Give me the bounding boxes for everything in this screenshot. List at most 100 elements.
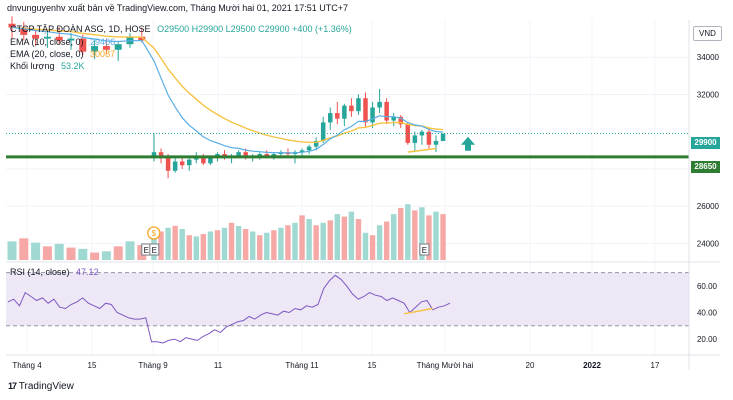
symbol-label[interactable]: CTCP TẬP ĐOÀN ASG, 1D, HOSE	[10, 24, 151, 34]
candle-body	[102, 46, 110, 50]
candle-body	[384, 101, 389, 121]
trend-line	[407, 147, 437, 153]
volume-bar	[320, 222, 326, 260]
legend-ema10-row: EMA (10, close, 0) 29406	[10, 37, 115, 47]
volume-bar	[299, 215, 305, 260]
rsi-band	[6, 272, 689, 326]
rsi-tick-label: 60.00	[697, 282, 718, 291]
volume-bar	[228, 222, 235, 260]
rsi-pane	[6, 272, 689, 344]
earnings-marker-glyph: E	[144, 246, 149, 255]
volume-bar	[433, 211, 439, 260]
candle-body	[43, 36, 51, 39]
earnings-marker-glyph: E	[152, 246, 157, 255]
rsi-tick-label: 20.00	[697, 335, 718, 344]
volume-bar	[440, 214, 446, 260]
ohlc-values: O29500 H29900 L29500 C29900 +400 (+1.36%…	[157, 24, 352, 34]
candle-body	[313, 141, 319, 147]
candle-body	[440, 133, 446, 141]
time-tick-label: Tháng 9	[138, 361, 168, 370]
time-tick-label: 11	[214, 361, 223, 370]
volume-bar	[193, 236, 199, 260]
rsi-legend: RSI (14, close) 47.12	[10, 267, 99, 277]
volume-bar	[207, 231, 214, 260]
volume-bar	[250, 231, 256, 260]
ema10-line	[11, 26, 444, 154]
candle-body	[419, 131, 425, 136]
volume-bar	[327, 220, 333, 260]
time-tick-label: Tháng Mười hai	[417, 361, 474, 370]
volume-bar	[292, 222, 298, 260]
dividend-marker-glyph: $	[152, 229, 157, 238]
rsi-tick-label: 40.00	[697, 308, 718, 317]
ema-lines	[11, 26, 444, 154]
volume-bar	[235, 225, 242, 260]
rsi-trend-line	[403, 307, 433, 315]
volume-label[interactable]: Khối lượng	[10, 61, 55, 71]
volume-bar	[376, 225, 383, 260]
rsi-label[interactable]: RSI (14, close)	[10, 267, 70, 277]
volume-bar	[306, 219, 312, 260]
candle-body	[342, 105, 347, 119]
candle-body	[335, 113, 340, 119]
legend-symbol-row: CTCP TẬP ĐOÀN ASG, 1D, HOSE O29500 H2990…	[10, 24, 352, 34]
candle-body	[55, 36, 63, 41]
volume-bar	[419, 207, 425, 260]
candle-body	[208, 157, 213, 164]
legend-ema20-row: EMA (20, close, 0) 30087	[10, 49, 115, 59]
ema10-label[interactable]: EMA (10, close, 0)	[10, 37, 84, 47]
candle-body	[299, 150, 305, 153]
earnings-marker-icon	[149, 243, 160, 256]
annotations: $E E E	[6, 133, 689, 256]
rsi-line	[7, 274, 451, 344]
candle-body	[236, 152, 241, 156]
volume-bar	[313, 225, 319, 260]
volume-bar	[391, 214, 397, 260]
candle-body	[243, 152, 248, 158]
candles	[8, 16, 446, 179]
time-tick-label: 17	[651, 361, 660, 370]
candle-body	[370, 107, 375, 123]
currency-button[interactable]: VND	[693, 26, 722, 41]
volume-bar	[101, 251, 111, 260]
volume-bar	[172, 225, 178, 260]
volume-bar	[78, 248, 88, 260]
volume-bar	[362, 232, 369, 260]
candle-body	[412, 135, 418, 143]
candle-body	[201, 155, 206, 164]
volume-bar	[383, 221, 390, 260]
ema20-label[interactable]: EMA (20, close, 0)	[10, 49, 84, 59]
candle-body	[67, 38, 75, 41]
tv-brand-text: TradingView	[18, 381, 74, 392]
time-tick-label: 20	[526, 361, 535, 370]
candle-body	[79, 38, 87, 52]
candle-body	[377, 101, 382, 108]
candle-body	[257, 154, 262, 156]
tradingview-logo[interactable]: 17 TradingView	[8, 381, 74, 392]
price-tick-label: 26000	[697, 202, 720, 211]
volume-bar	[158, 231, 164, 260]
time-tick-label: 15	[88, 361, 97, 370]
volume-bar	[186, 235, 192, 260]
candle-body	[172, 161, 178, 171]
volume-bar	[334, 214, 340, 260]
current-price-tag: 29900	[691, 137, 720, 149]
volume-bar	[412, 210, 418, 260]
volume-bars	[7, 204, 446, 260]
volume-bar	[426, 215, 432, 260]
candle-body	[398, 116, 403, 125]
candle-body	[363, 98, 368, 123]
rsi-value: 47.12	[76, 267, 99, 277]
volume-bar	[398, 207, 404, 260]
earnings-marker-icon	[419, 243, 430, 256]
ema20-line	[11, 26, 444, 144]
price-tick-label: 34000	[697, 53, 720, 62]
volume-bar	[341, 216, 348, 260]
volume-bar	[257, 235, 263, 260]
ema10-value: 29406	[90, 37, 116, 47]
time-tick-label: Tháng 11	[285, 361, 319, 370]
publisher-header: dnvunguyenhv xuất bản về TradingView.com…	[7, 3, 349, 13]
candle-body	[187, 159, 192, 166]
ema20-value: 30087	[90, 49, 116, 59]
